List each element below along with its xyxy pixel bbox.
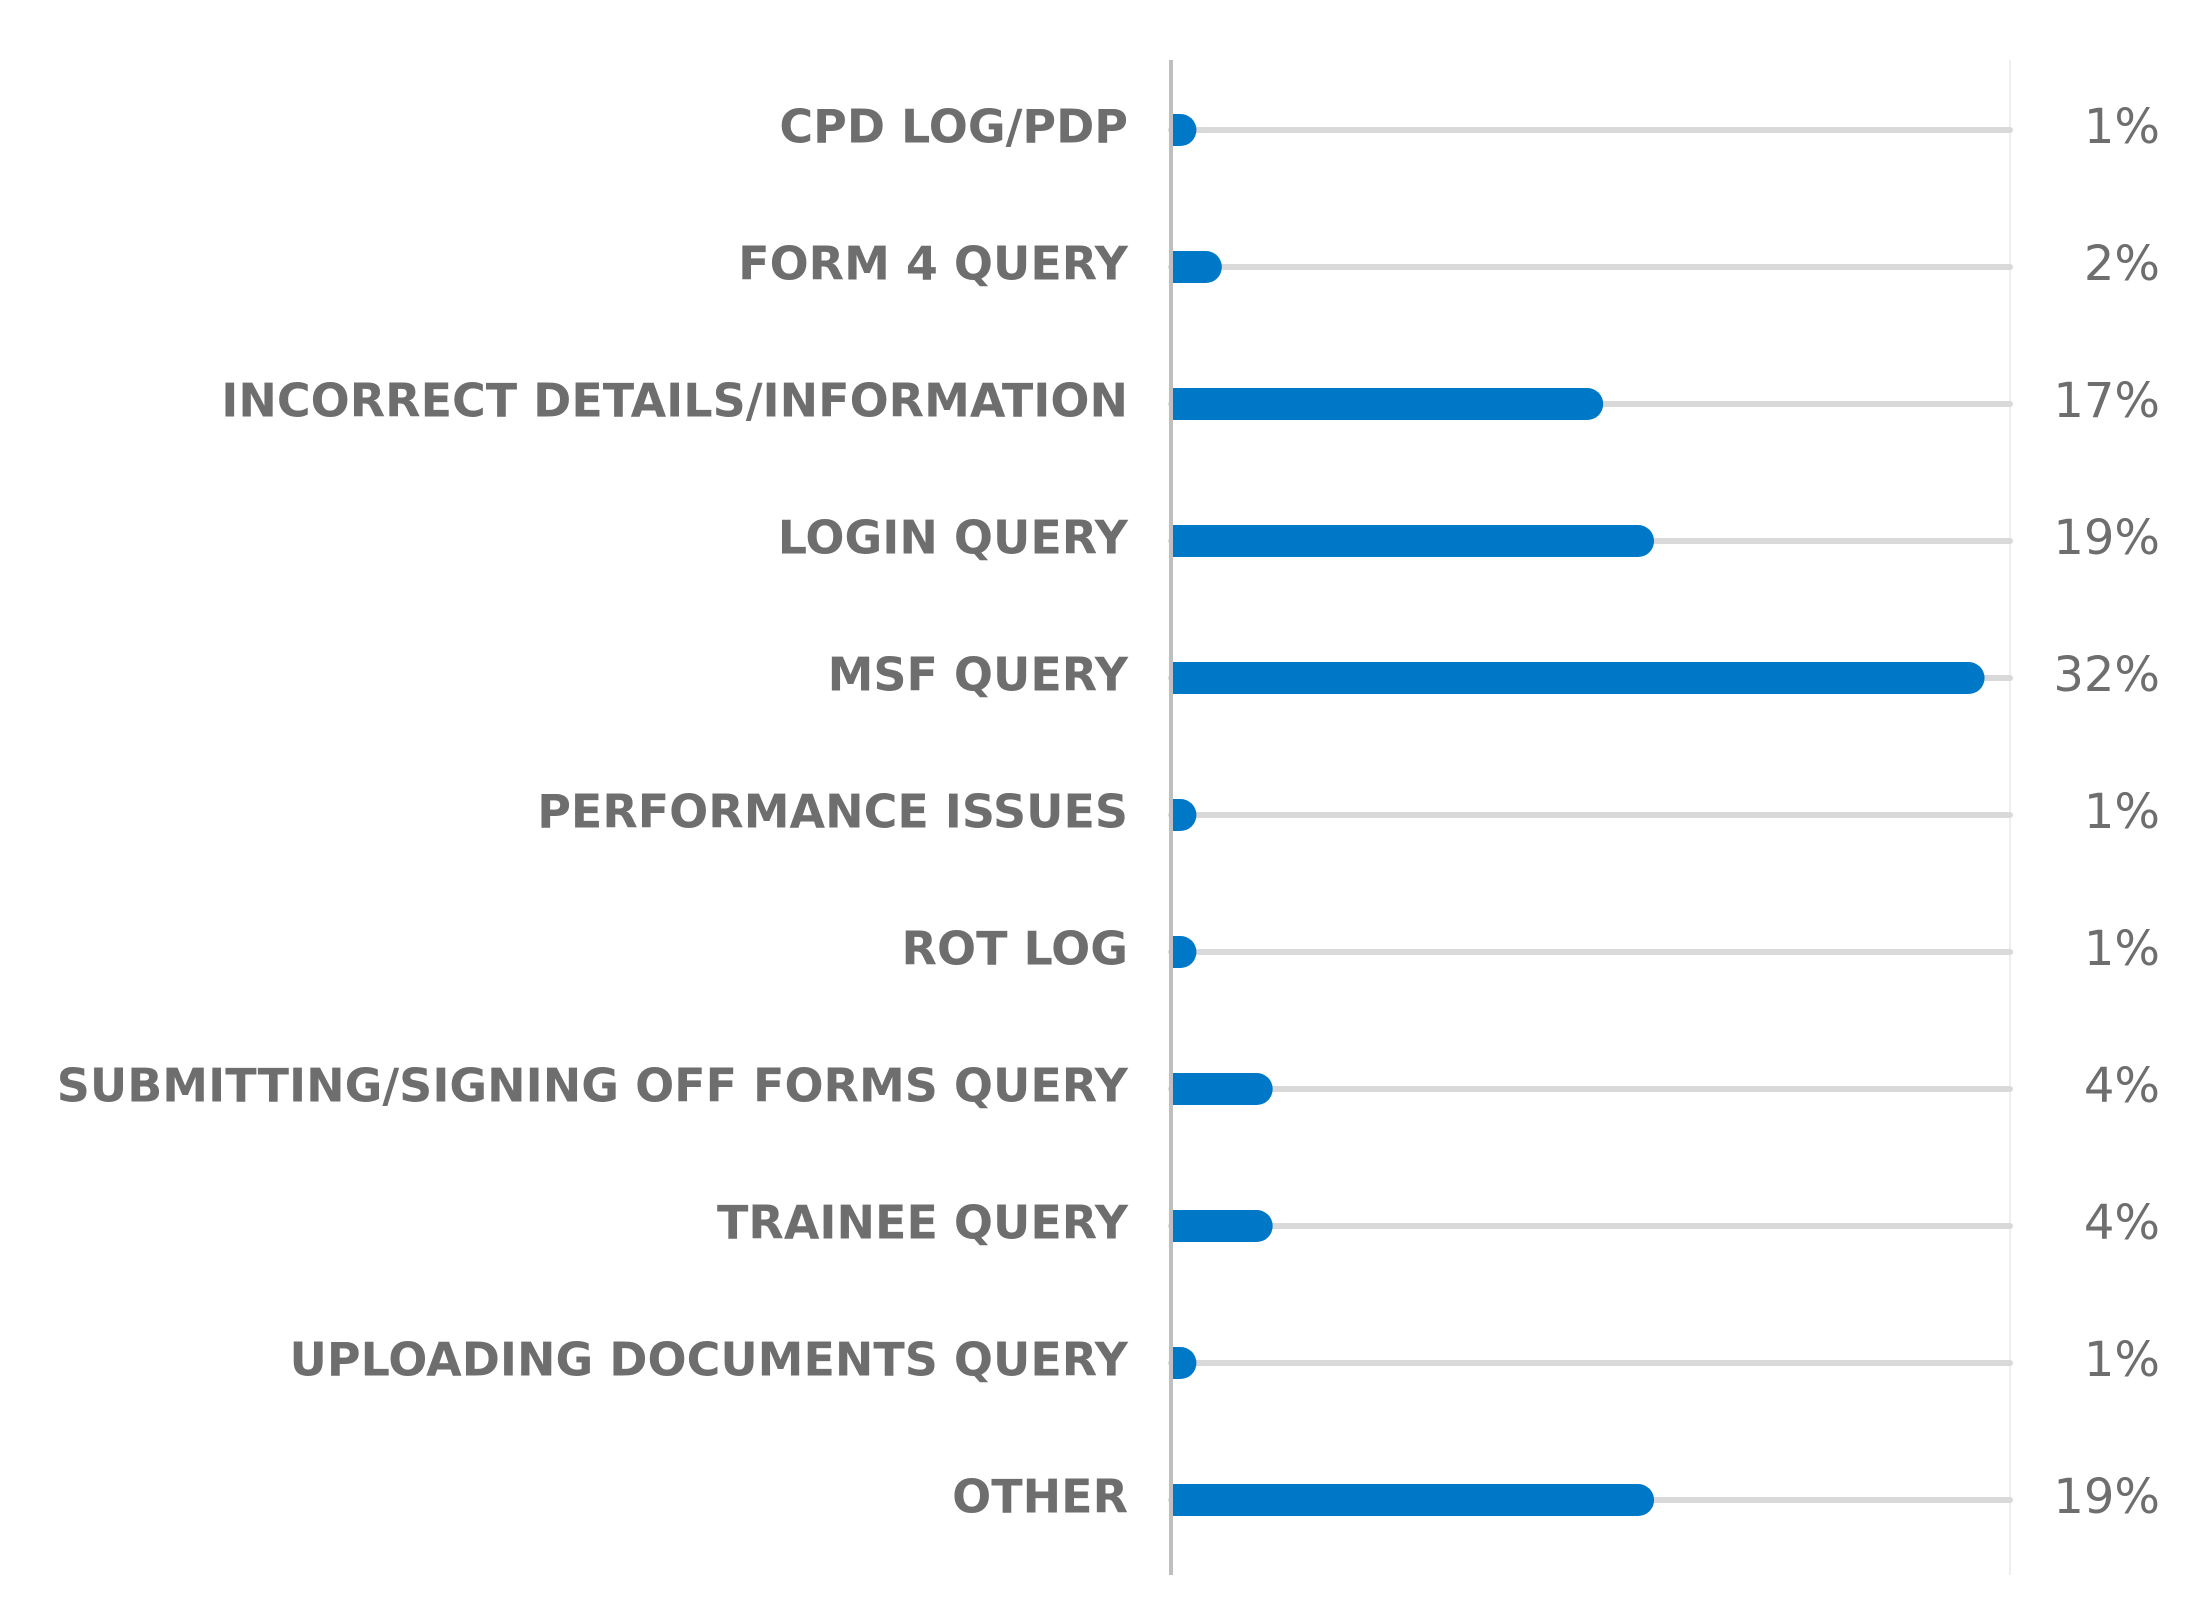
bar bbox=[1171, 388, 1604, 420]
value-label: 1% bbox=[2084, 1332, 2160, 1388]
category-label: PERFORMANCE ISSUES bbox=[537, 785, 1128, 839]
value-label: 4% bbox=[2084, 1058, 2160, 1114]
category-label: UPLOADING DOCUMENTS QUERY bbox=[290, 1333, 1129, 1387]
category-label: SUBMITTING/SIGNING OFF FORMS QUERY bbox=[57, 1059, 1129, 1113]
bar bbox=[1171, 114, 1197, 146]
category-label: CPD LOG/PDP bbox=[779, 100, 1128, 154]
bar bbox=[1171, 251, 1222, 283]
chart-rows: CPD LOG/PDP 1% FORM 4 QUERY 2% INCORRECT DET… bbox=[57, 99, 2160, 1525]
value-label: 32% bbox=[2053, 647, 2160, 703]
bar bbox=[1171, 1347, 1197, 1379]
bar bbox=[1171, 799, 1197, 831]
value-label: 4% bbox=[2084, 1195, 2160, 1251]
category-label: TRAINEE QUERY bbox=[717, 1196, 1129, 1250]
category-label: ROT LOG bbox=[902, 922, 1128, 976]
category-label: FORM 4 QUERY bbox=[738, 237, 1129, 291]
value-label: 1% bbox=[2084, 921, 2160, 977]
value-label: 17% bbox=[2053, 373, 2160, 429]
bar bbox=[1171, 525, 1655, 557]
bar bbox=[1171, 936, 1197, 968]
category-label: MSF QUERY bbox=[828, 648, 1129, 702]
bar bbox=[1171, 1073, 1273, 1105]
value-label: 1% bbox=[2084, 99, 2160, 155]
value-label: 1% bbox=[2084, 784, 2160, 840]
category-label: LOGIN QUERY bbox=[778, 511, 1129, 565]
bar bbox=[1171, 662, 1985, 694]
value-label: 2% bbox=[2084, 236, 2160, 292]
category-label: INCORRECT DETAILS/INFORMATION bbox=[221, 374, 1128, 428]
value-label: 19% bbox=[2053, 510, 2160, 566]
bar bbox=[1171, 1484, 1655, 1516]
value-label: 19% bbox=[2053, 1469, 2160, 1525]
category-label: OTHER bbox=[952, 1470, 1128, 1524]
bar bbox=[1171, 1210, 1273, 1242]
